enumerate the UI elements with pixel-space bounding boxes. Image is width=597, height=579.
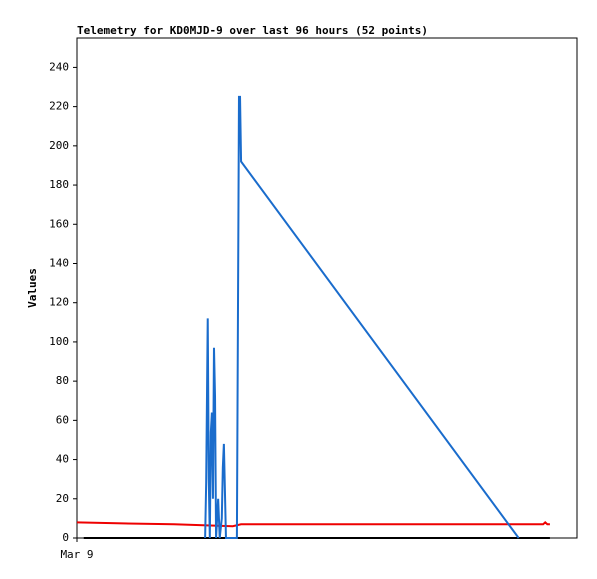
plot-frame: [76, 37, 578, 539]
y-tick-label: 220: [49, 100, 69, 113]
y-tick-label: 60: [56, 413, 69, 426]
series-line: [76, 520, 550, 528]
y-tick-label: 40: [56, 453, 69, 466]
y-tick-label: 180: [49, 178, 69, 191]
y-tick-label: 200: [49, 139, 69, 152]
y-tick-label: 160: [49, 217, 69, 230]
y-tick-label: 100: [49, 335, 69, 348]
y-tick-label: 80: [56, 374, 69, 387]
x-tick-label: Mar 9: [60, 548, 93, 561]
y-axis-label: Values: [26, 268, 39, 308]
y-tick-label: 20: [56, 492, 69, 505]
y-tick-label: 120: [49, 296, 69, 309]
chart-title: Telemetry for KD0MJD-9 over last 96 hour…: [77, 24, 428, 37]
y-tick-label: 240: [49, 60, 69, 73]
y-tick-label: 140: [49, 256, 69, 269]
series-line: [204, 95, 520, 539]
y-tick-label: 0: [62, 531, 69, 544]
